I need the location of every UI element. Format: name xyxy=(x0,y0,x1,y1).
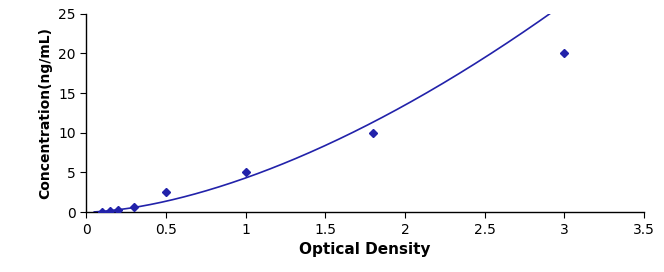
Y-axis label: Concentration(ng/mL): Concentration(ng/mL) xyxy=(39,27,52,199)
X-axis label: Optical Density: Optical Density xyxy=(299,242,431,257)
